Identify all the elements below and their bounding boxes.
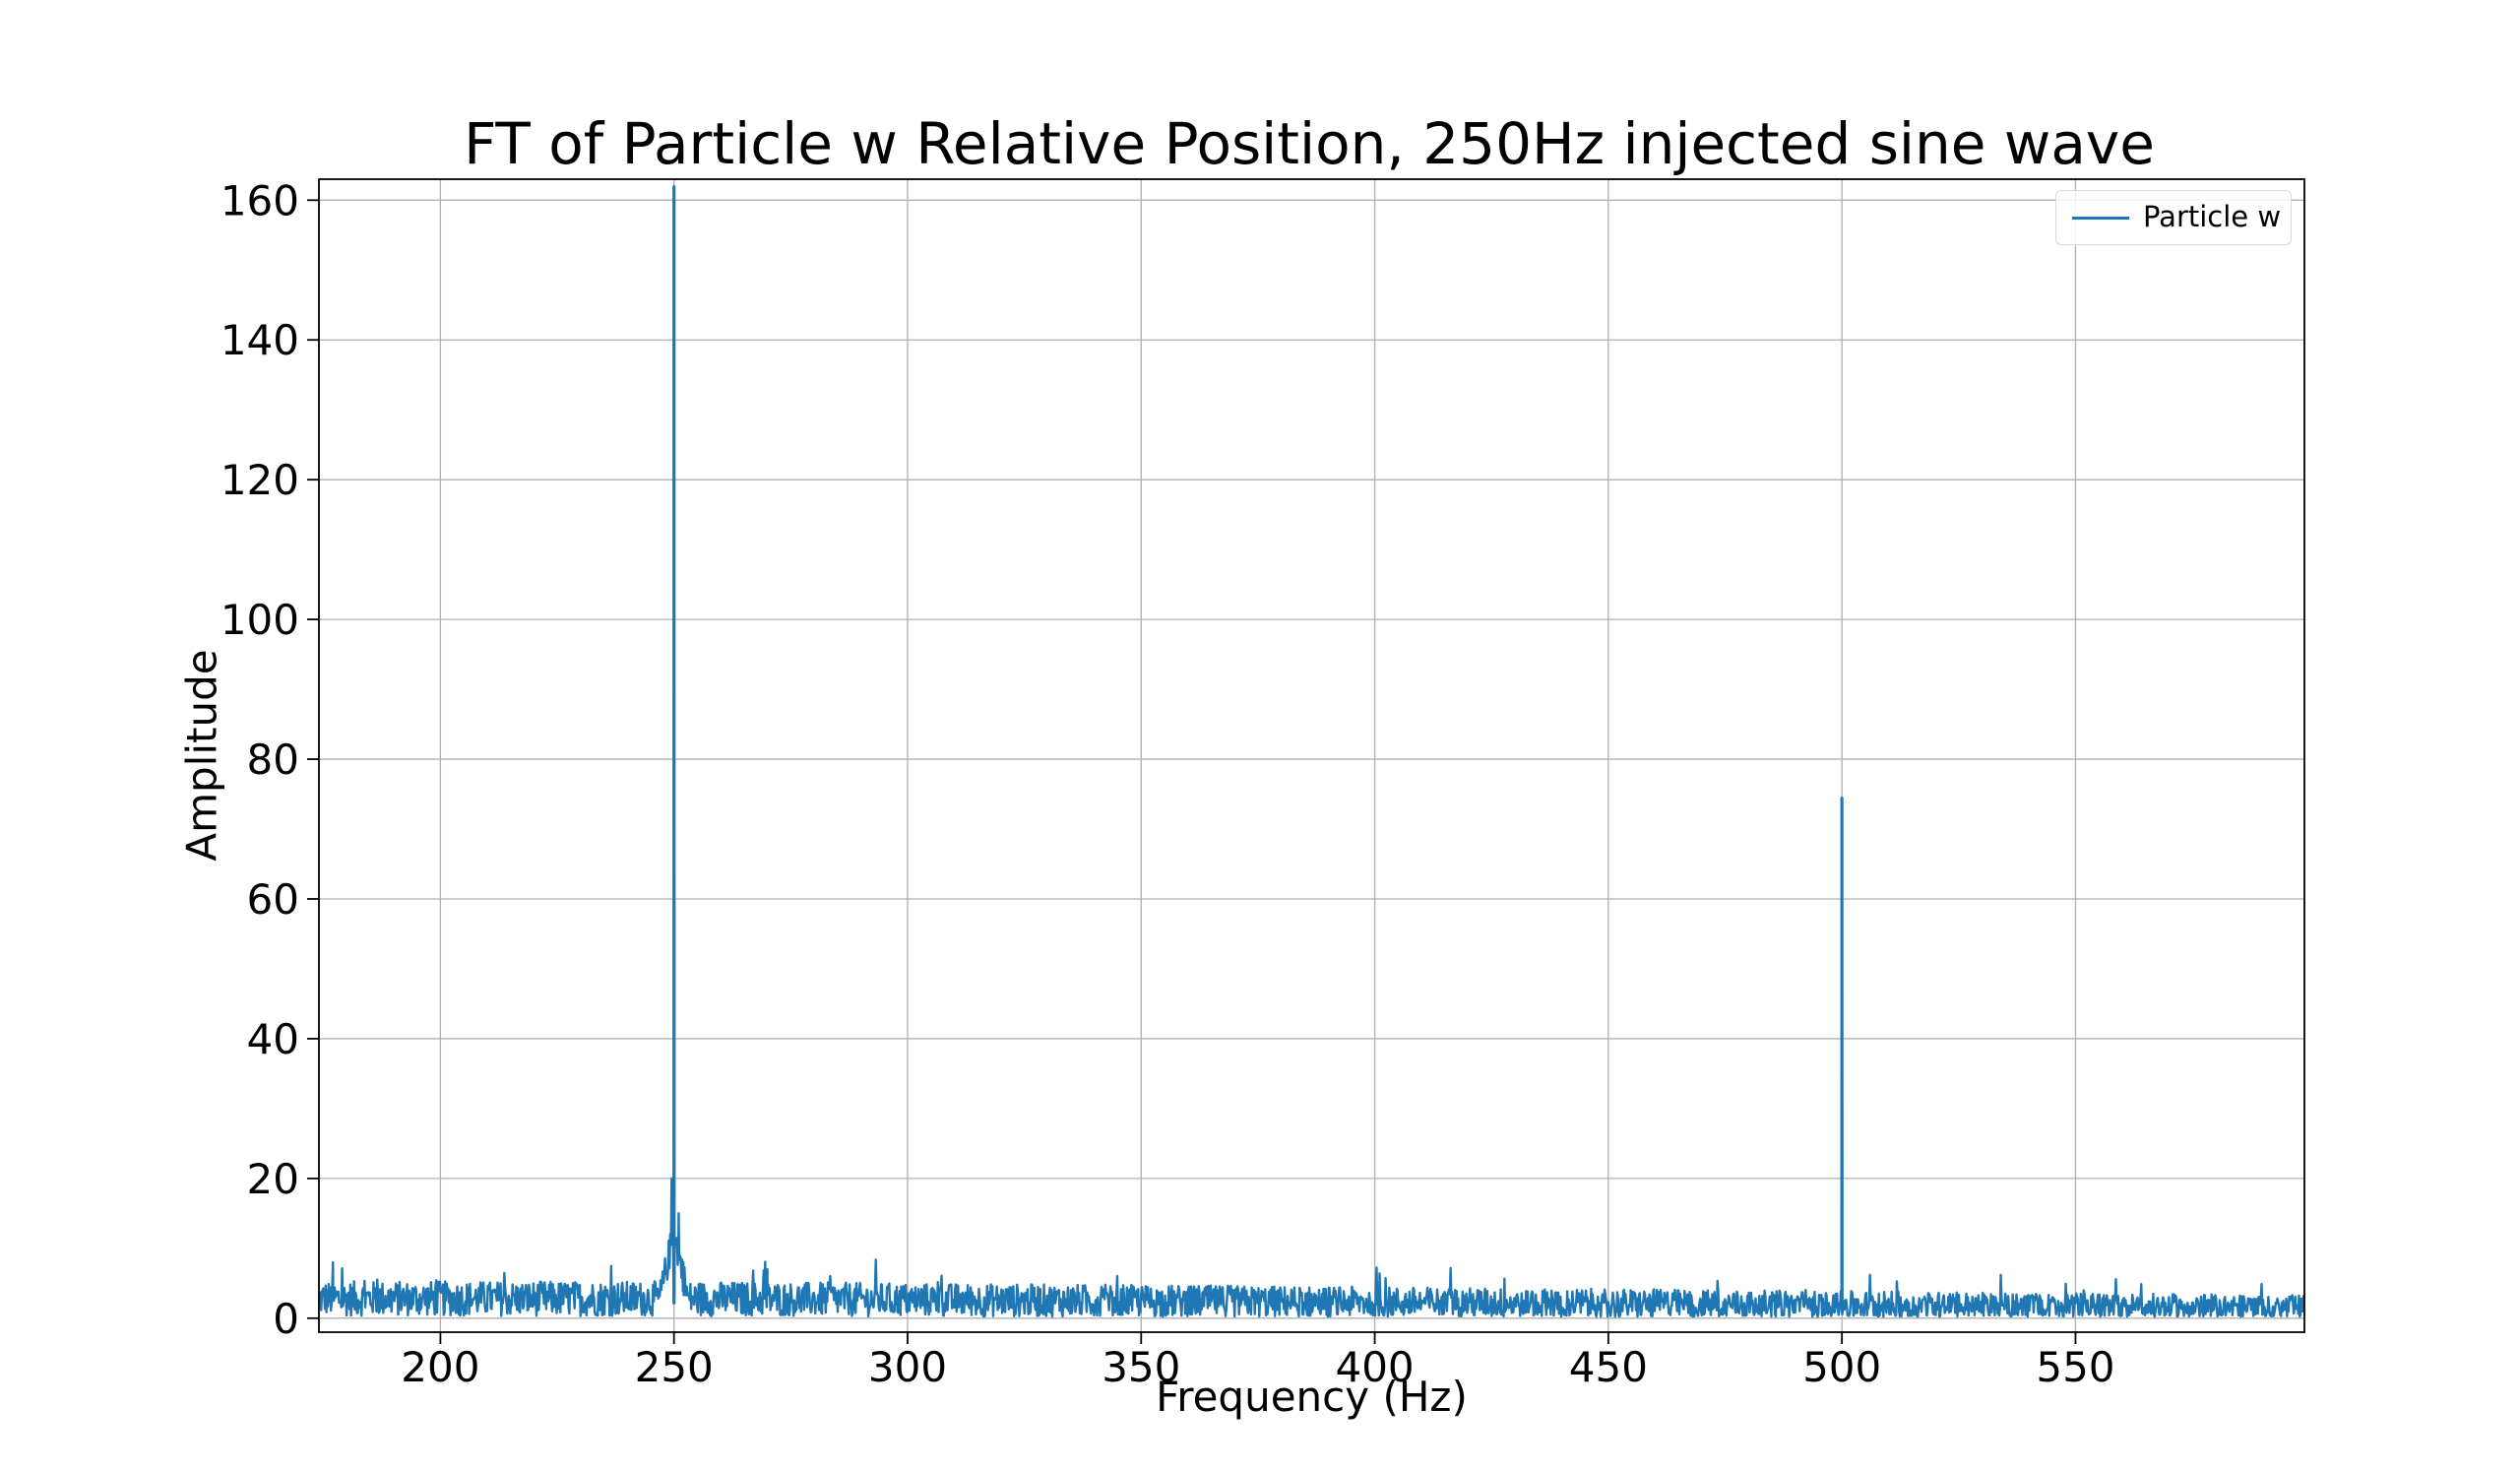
y-tick-label: 0: [273, 1295, 299, 1343]
y-tick-label: 60: [247, 875, 299, 924]
x-tick-label: 400: [1335, 1343, 1414, 1391]
y-tick-label: 160: [220, 176, 299, 224]
chart-title: FT of Particle w Relative Position, 250H…: [464, 110, 2155, 177]
series-line-particle-w: [319, 184, 2304, 1318]
x-tick-label: 550: [2036, 1343, 2114, 1391]
x-tick-label: 300: [868, 1343, 947, 1391]
y-tick-label: 120: [220, 456, 299, 504]
x-tick-label: 500: [1802, 1343, 1881, 1391]
y-axis-label: Amplitude: [177, 649, 226, 862]
y-tick-label: 140: [220, 316, 299, 364]
axes-frame: [318, 178, 2305, 1333]
legend: Particle w: [2055, 190, 2292, 245]
y-tick-label: 20: [247, 1155, 299, 1203]
x-axis-label: Frequency (Hz): [1156, 1373, 1468, 1421]
legend-line-swatch: [2072, 217, 2129, 220]
x-tick-label: 200: [401, 1343, 479, 1391]
x-tick-label: 450: [1569, 1343, 1648, 1391]
y-tick-label: 100: [220, 596, 299, 644]
legend-label: Particle w: [2143, 200, 2282, 233]
x-tick-label: 350: [1102, 1343, 1180, 1391]
x-tick-label: 250: [635, 1343, 714, 1391]
y-tick-label: 80: [247, 736, 299, 784]
y-tick-label: 40: [247, 1015, 299, 1063]
